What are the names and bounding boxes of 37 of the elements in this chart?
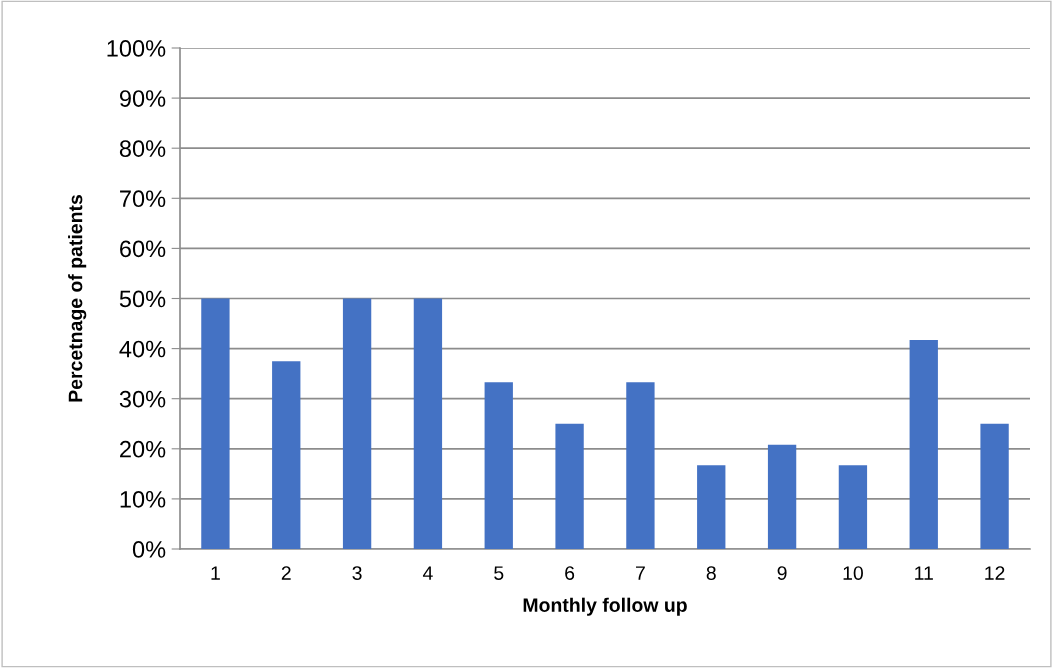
y-tick-label: 10%	[120, 490, 166, 508]
bar	[342, 298, 372, 549]
y-tick-label: 90%	[119, 90, 166, 107]
y-tick-label: 20%	[120, 440, 166, 458]
bar	[201, 298, 230, 549]
bar	[413, 298, 443, 549]
y-tick-label: 30%	[119, 390, 166, 408]
x-tick-label: 9	[777, 566, 787, 580]
x-tick-label: 2	[281, 566, 291, 580]
x-tick-label: 11	[915, 566, 933, 580]
bar	[272, 361, 301, 549]
x-tick-label: 1	[211, 566, 220, 580]
bar	[484, 382, 513, 549]
x-tick-label: 3	[352, 566, 362, 580]
y-tick-label: 40%	[119, 340, 166, 358]
x-tick-label: 4	[422, 566, 433, 580]
x-tick-label: 10	[843, 566, 863, 580]
y-axis-title: Percetnage of patients	[68, 195, 87, 402]
bar	[555, 423, 584, 549]
y-tick-label: 50%	[119, 290, 166, 308]
x-tick-label: 8	[706, 566, 716, 580]
bar	[626, 382, 655, 549]
bar	[909, 340, 938, 549]
x-axis-title: Monthly follow up	[523, 597, 687, 616]
bar	[697, 465, 726, 549]
y-tick-label: 70%	[120, 190, 166, 208]
bar	[980, 423, 1009, 549]
y-tick-label: 60%	[120, 240, 166, 258]
y-tick-label: 0%	[132, 541, 166, 558]
y-tick-label: 80%	[119, 140, 166, 157]
x-tick-label: 5	[494, 566, 504, 580]
x-tick-label: 12	[985, 566, 1005, 580]
bar	[767, 444, 797, 549]
y-tick-label: 100%	[107, 40, 166, 57]
x-tick-label: 6	[565, 566, 575, 580]
bar	[838, 465, 868, 549]
x-tick-label: 7	[636, 566, 645, 580]
